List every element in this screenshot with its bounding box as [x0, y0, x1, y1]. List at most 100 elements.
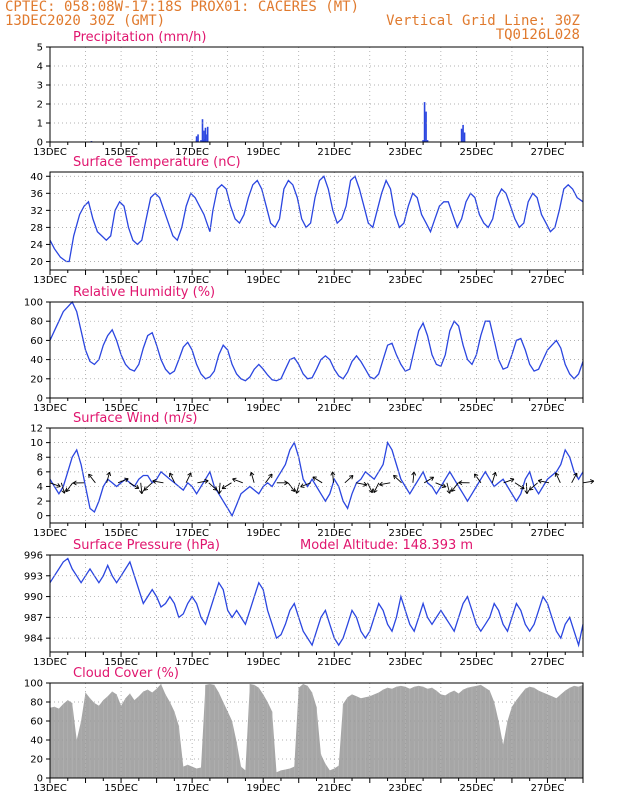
- wind-arrow-head: [573, 472, 578, 478]
- series-line: [49, 557, 584, 648]
- x-tick-label: 23DEC: [388, 657, 422, 668]
- y-tick-label: 32: [30, 206, 43, 217]
- wind-arrow: [185, 472, 192, 484]
- wind-arrow-head: [212, 486, 218, 491]
- wind-arrow: [538, 480, 550, 484]
- wind-arrow-head: [294, 489, 300, 494]
- wind-arrow-head: [446, 489, 452, 494]
- y-tick-label: 6: [37, 467, 43, 478]
- wind-arrow: [49, 482, 61, 487]
- panel-title: Surface Pressure (hPa): [73, 538, 220, 553]
- wind-arrow: [117, 478, 129, 484]
- wind-arrow: [332, 471, 334, 483]
- wind-arrow: [140, 482, 143, 494]
- x-tick-label: 13DEC: [33, 147, 67, 158]
- wind-arrow: [221, 482, 232, 490]
- wind-arrow: [373, 482, 380, 493]
- y-tick-label: 40: [30, 736, 43, 747]
- x-tick-label: 27DEC: [531, 275, 565, 286]
- station-title: CPTEC: 058:08W-17:18S PROX01: CACERES (M…: [5, 0, 360, 15]
- x-tick-label: 19DEC: [246, 147, 280, 158]
- y-tick-label: 24: [30, 240, 43, 251]
- y-tick-label: 12: [30, 424, 43, 435]
- y-tick-label: 40: [30, 355, 43, 366]
- x-tick-label: 27DEC: [531, 147, 565, 158]
- panel-title: Surface Temperature (nC): [73, 155, 241, 170]
- precip-bar: [204, 127, 207, 142]
- wind-arrow-head: [249, 471, 255, 477]
- wind-arrow: [571, 472, 578, 484]
- wind-arrow: [300, 482, 311, 488]
- x-tick-label: 21DEC: [317, 657, 351, 668]
- precip-bar: [201, 119, 204, 142]
- wind-arrow-head: [368, 488, 374, 494]
- y-tick-label: 996: [24, 551, 43, 562]
- precip-bar: [463, 132, 466, 142]
- wind-arrow: [143, 482, 153, 491]
- wind-arrow: [265, 473, 273, 484]
- y-tick-label: 80: [30, 317, 43, 328]
- x-tick-label: 19DEC: [246, 275, 280, 286]
- y-tick-label: 3: [37, 81, 43, 92]
- x-tick-label: 25DEC: [460, 783, 494, 794]
- wind-arrow: [412, 471, 415, 483]
- y-tick-label: 100: [24, 679, 43, 690]
- wind-arrow-head: [300, 483, 305, 488]
- wind-arrow-head: [524, 490, 530, 495]
- wind-arrow-head: [330, 471, 336, 476]
- wind-arrow-head: [134, 484, 140, 489]
- wind-arrow: [218, 482, 221, 494]
- wind-arrow-head: [284, 480, 289, 486]
- series-line: [49, 175, 584, 263]
- wind-arrow-head: [61, 489, 66, 494]
- precip-bar: [203, 130, 205, 142]
- x-tick-label: 23DEC: [388, 528, 422, 539]
- x-tick-label: 23DEC: [388, 147, 422, 158]
- precip-bar: [462, 124, 464, 142]
- wind-arrow-head: [429, 476, 435, 481]
- y-tick-label: 987: [24, 613, 43, 624]
- wind-arrow: [367, 482, 373, 493]
- panel-title: Surface Wind (m/s): [73, 411, 197, 426]
- y-tick-label: 5: [37, 43, 43, 54]
- wind-arrow-head: [589, 479, 595, 485]
- x-tick-label: 17DEC: [175, 657, 209, 668]
- y-tick-label: 20: [30, 257, 43, 268]
- x-tick-label: 15DEC: [104, 403, 138, 414]
- panel-frame: [49, 554, 584, 653]
- x-tick-label: 13DEC: [33, 783, 67, 794]
- y-tick-label: 2: [37, 497, 43, 508]
- y-tick-label: 4: [37, 62, 43, 73]
- wind-arrow-head: [290, 487, 296, 493]
- panel-5: 0 20 40 60 80 100 13DEC 15DEC 17DEC 19DEC 21DEC 23D…: [24, 666, 584, 794]
- y-tick-label: 40: [30, 172, 43, 183]
- wind-arrow: [208, 482, 218, 491]
- wind-arrow-head: [528, 486, 534, 491]
- y-tick-label: 20: [30, 755, 43, 766]
- x-tick-label: 23DEC: [388, 403, 422, 414]
- panel-2: 0 20 40 60 80 100 13DEC 15DEC 17DEC 19DEC 21DEC 23D…: [24, 285, 584, 414]
- y-tick-label: 0: [37, 511, 43, 522]
- wind-arrow-head: [169, 472, 174, 478]
- x-tick-label: 13DEC: [33, 275, 67, 286]
- y-tick-label: 60: [30, 336, 43, 347]
- y-tick-label: 20: [30, 374, 43, 385]
- wind-arrow-head: [474, 473, 479, 478]
- precip-bar: [195, 136, 198, 142]
- y-tick-label: 993: [24, 571, 43, 582]
- x-tick-label: 17DEC: [175, 147, 209, 158]
- x-tick-label: 23DEC: [388, 275, 422, 286]
- x-tick-label: 27DEC: [531, 657, 565, 668]
- y-tick-label: 2: [37, 100, 43, 111]
- panel-frame: [49, 171, 584, 271]
- x-tick-label: 13DEC: [33, 657, 67, 668]
- precip-bar: [197, 134, 199, 142]
- x-tick-label: 15DEC: [104, 147, 138, 158]
- grid-line-note: Vertical Grid Line: 30Z: [386, 13, 580, 29]
- x-tick-label: 25DEC: [460, 147, 494, 158]
- y-tick-label: 4: [37, 482, 43, 493]
- wind-arrow-head: [312, 476, 317, 481]
- wind-arrow-head: [373, 488, 378, 493]
- wind-arrow-head: [232, 477, 237, 483]
- wind-arrow: [503, 478, 515, 484]
